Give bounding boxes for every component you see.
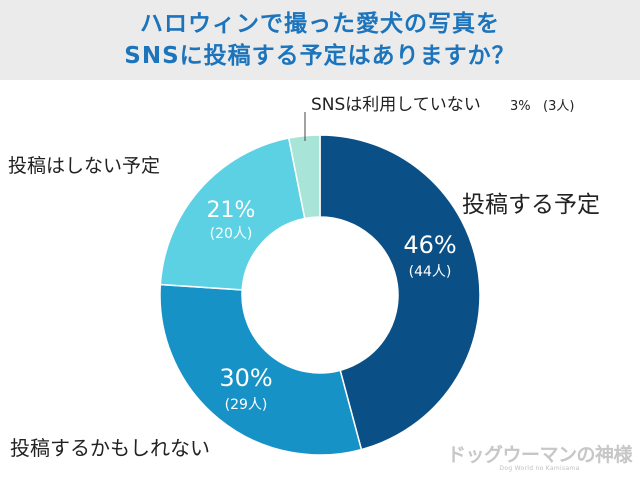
label-not-posting: 投稿はしない予定 (8, 155, 160, 177)
label-post-planned: 投稿する予定 (462, 192, 600, 218)
label-no-sns: SNSは利用していない (311, 95, 481, 115)
brand-logo: ドッグウーマンの神様 Dog World no Kamisama (446, 440, 633, 472)
chart-title-line-1: ハロウィンで撮った愛犬の写真を (140, 11, 500, 37)
count-post-planned: (44人) (409, 264, 452, 280)
slice-post-planned (319, 134, 481, 451)
chart-title-line-2: SNSに投稿する予定はありますか？ (124, 43, 516, 69)
label-might-post: 投稿するかもしれない (10, 436, 210, 460)
slice-not-posting (159, 137, 306, 291)
count-might-post: (29人) (225, 397, 268, 413)
chart-title: ハロウィンで撮った愛犬の写真を SNSに投稿する予定はありますか？ (0, 0, 640, 80)
percent-not-posting: 21% (207, 198, 256, 223)
percent-no-sns: 3% (510, 99, 531, 114)
count-not-posting: (20人) (210, 226, 253, 242)
count-no-sns: (3人) (543, 99, 574, 114)
slice-no-sns (287, 134, 321, 220)
brand-logo-text: ドッグウーマンの神様 (446, 444, 633, 466)
percent-might-post: 30% (219, 364, 272, 392)
percent-post-planned: 46% (403, 231, 456, 259)
brand-logo-subtext: Dog World no Kamisama (499, 465, 580, 472)
slice-might-post (159, 283, 363, 456)
